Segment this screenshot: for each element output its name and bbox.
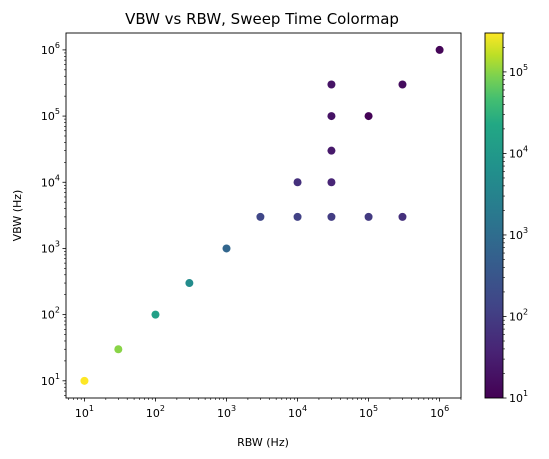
plot-frame — [65, 32, 462, 399]
x-tick-label: 101 — [75, 404, 94, 420]
data-point — [364, 112, 373, 121]
colorbar-tick-label: 102 — [509, 307, 528, 323]
data-point — [364, 212, 373, 221]
colorbar-tick-label: 101 — [509, 389, 528, 405]
colorbar-ticks: 101 102 103 104 105 — [503, 32, 528, 405]
data-point — [327, 212, 336, 221]
y-tick-label: 103 — [41, 239, 60, 255]
data-point — [327, 178, 336, 187]
x-tick-label: 105 — [359, 404, 378, 420]
data-point — [327, 146, 336, 155]
colorbar-gradient — [485, 33, 503, 398]
y-tick-label: 101 — [41, 372, 60, 388]
y-tick-label: 106 — [41, 41, 60, 57]
data-point — [293, 178, 302, 187]
x-tick-label: 106 — [430, 404, 449, 420]
plot-area: 101 102 103 104 105 106 101 102 103 104 105 106 — [41, 32, 462, 420]
y-tick-label: 104 — [41, 173, 60, 189]
colorbar-tick-label: 104 — [509, 144, 528, 160]
data-point — [114, 345, 123, 354]
x-tick-label: 104 — [288, 404, 307, 420]
x-axis-ticks: 101 102 103 104 105 106 — [68, 398, 462, 420]
data-point — [222, 244, 231, 253]
colorbar-tick-label: 103 — [509, 226, 528, 242]
y-tick-label: 102 — [41, 306, 60, 322]
data-point — [327, 112, 336, 121]
data-point — [293, 212, 302, 221]
colorbar-frame — [484, 32, 504, 399]
data-point — [80, 376, 89, 385]
y-tick-label: 105 — [41, 107, 60, 123]
colorbar-tick-label: 105 — [509, 63, 528, 79]
colorbar: 101 102 103 104 105 — [484, 32, 528, 405]
x-axis-label: RBW (Hz) — [237, 436, 289, 449]
data-point — [185, 279, 194, 288]
data-point — [398, 212, 407, 221]
data-point — [256, 212, 265, 221]
y-axis-label: VBW (Hz) — [11, 190, 24, 242]
x-tick-label: 102 — [146, 404, 165, 420]
data-point — [327, 80, 336, 89]
chart-title: VBW vs RBW, Sweep Time Colormap — [125, 10, 399, 28]
data-point — [435, 45, 444, 54]
y-axis-ticks: 101 102 103 104 105 106 — [41, 41, 66, 396]
data-point — [398, 80, 407, 89]
data-points — [80, 45, 444, 385]
x-tick-label: 103 — [217, 404, 236, 420]
data-point — [151, 310, 160, 319]
